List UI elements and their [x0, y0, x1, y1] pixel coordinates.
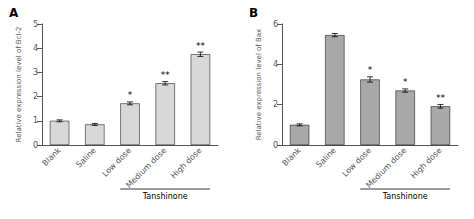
svg-text:Relative expression level of B: Relative expression level of Bcl-2: [15, 27, 23, 143]
svg-text:1: 1: [33, 116, 38, 125]
svg-text:3: 3: [33, 68, 38, 77]
svg-text:*: *: [368, 65, 373, 75]
svg-text:4: 4: [273, 60, 278, 69]
svg-text:High dose: High dose: [169, 146, 204, 181]
svg-text:Saline: Saline: [74, 146, 98, 170]
svg-text:2: 2: [33, 92, 38, 101]
svg-text:Blank: Blank: [281, 146, 303, 168]
svg-text:0: 0: [33, 141, 38, 150]
svg-text:4: 4: [33, 44, 38, 53]
svg-text:Medium dose: Medium dose: [124, 146, 168, 190]
svg-text:**: **: [161, 70, 171, 80]
svg-text:Low dose: Low dose: [340, 146, 373, 179]
svg-text:A: A: [9, 6, 19, 20]
svg-text:5: 5: [33, 20, 38, 29]
svg-text:Blank: Blank: [41, 146, 63, 168]
svg-text:2: 2: [273, 100, 278, 109]
svg-text:0: 0: [273, 141, 278, 150]
svg-text:Medium dose: Medium dose: [364, 146, 408, 190]
svg-text:**: **: [196, 41, 206, 51]
svg-text:Tanshinone: Tanshinone: [382, 192, 428, 201]
svg-text:*: *: [403, 77, 408, 87]
svg-text:Low dose: Low dose: [100, 146, 133, 179]
svg-text:Relative expression level of B: Relative expression level of Bax: [255, 29, 263, 141]
svg-text:6: 6: [273, 20, 278, 29]
svg-text:Tanshinone: Tanshinone: [142, 192, 188, 201]
svg-text:B: B: [249, 6, 258, 20]
svg-text:**: **: [436, 93, 446, 103]
svg-text:Saline: Saline: [314, 146, 338, 170]
svg-text:*: *: [128, 90, 133, 100]
svg-text:High dose: High dose: [409, 146, 444, 181]
